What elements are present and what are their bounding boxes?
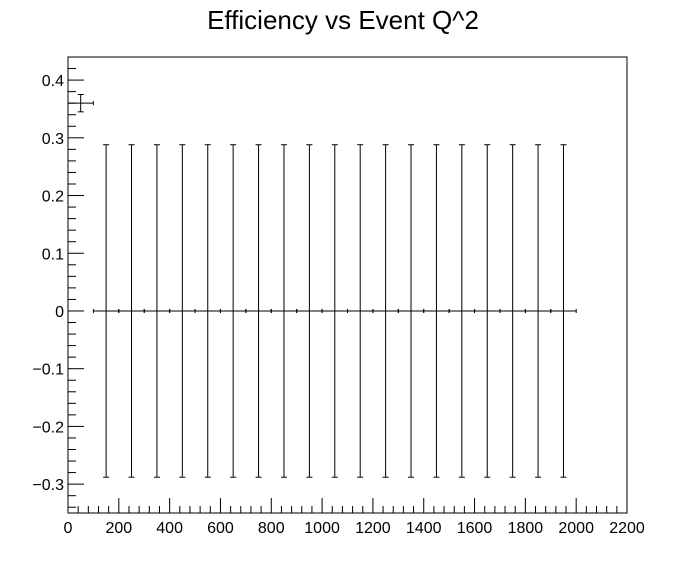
y-tick-label: 0.2 (42, 189, 64, 206)
x-tick-label: 2000 (558, 520, 594, 537)
data-point (118, 144, 145, 478)
y-tick-label: −0.1 (32, 362, 64, 379)
data-point (321, 144, 348, 478)
data-point (372, 144, 399, 478)
data-point (143, 144, 171, 478)
data-point (194, 144, 221, 478)
data-point (67, 94, 94, 113)
y-tick-label: −0.3 (32, 477, 64, 494)
data-point (474, 144, 501, 478)
y-tick-label: 0 (55, 304, 64, 321)
x-tick-label: 2200 (609, 520, 645, 537)
y-tick-label: 0.3 (42, 131, 64, 148)
x-axis: 0 200 400 600 800 1000 1200 1400 1600 1800 2000 220… (64, 498, 645, 537)
x-tick-label: 800 (258, 520, 285, 537)
data-point (550, 144, 577, 478)
chart-title: Efficiency vs Event Q^2 (207, 5, 479, 35)
data-point (296, 144, 323, 478)
y-tick-label: 0.1 (42, 246, 64, 263)
x-tick-label: 400 (156, 520, 183, 537)
x-tick-label: 600 (207, 520, 234, 537)
x-tick-label: 1800 (508, 520, 544, 537)
data-point (423, 144, 450, 478)
data-point (245, 144, 272, 478)
data-point (524, 144, 552, 478)
data-point (448, 144, 476, 478)
data-point (92, 144, 120, 478)
x-tick-label: 0 (64, 520, 73, 537)
y-axis: −0.3 −0.2 −0.1 0 0.1 0.2 0.3 0.4 (32, 56, 84, 508)
x-tick-label: 200 (105, 520, 132, 537)
data-point (499, 144, 526, 478)
data-point (347, 144, 374, 478)
data-points (67, 94, 577, 478)
y-tick-label: 0.4 (42, 73, 64, 90)
data-point (169, 144, 196, 478)
x-tick-label: 1200 (355, 520, 391, 537)
y-tick-label: −0.2 (32, 419, 64, 436)
x-tick-label: 1600 (457, 520, 493, 537)
data-point (219, 144, 247, 478)
data-point (397, 144, 425, 478)
data-point (270, 144, 298, 478)
x-tick-label: 1400 (406, 520, 442, 537)
plot-frame (67, 56, 628, 514)
x-tick-label: 1000 (304, 520, 340, 537)
